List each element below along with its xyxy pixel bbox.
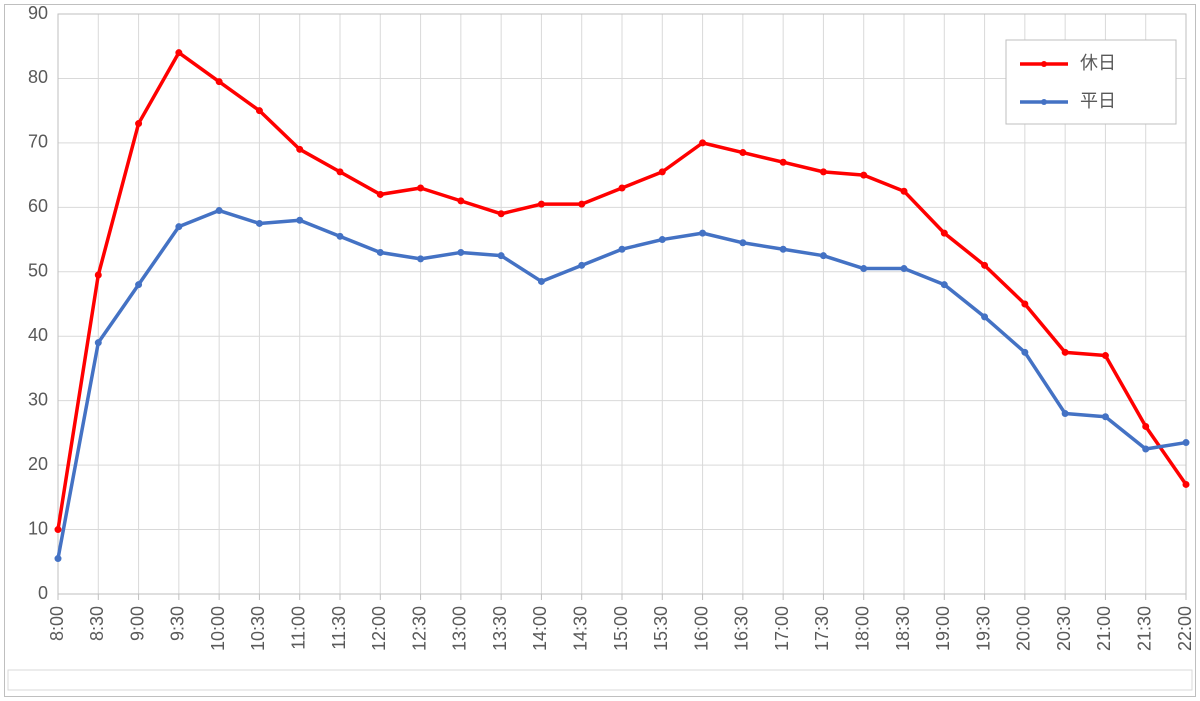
y-tick-label: 90 — [28, 3, 48, 23]
y-tick-label: 30 — [28, 389, 48, 409]
y-tick-label: 80 — [28, 67, 48, 87]
x-tick-label: 11:30 — [329, 606, 349, 650]
x-tick-label: 17:30 — [812, 606, 832, 651]
y-tick-label: 20 — [28, 454, 48, 474]
y-tick-label: 10 — [28, 518, 48, 538]
x-tick-label: 8:00 — [47, 606, 67, 641]
legend-label-holiday: 休日 — [1080, 53, 1116, 73]
x-tick-label: 12:00 — [369, 606, 389, 651]
chart-svg: 0 10 20 30 40 50 60 70 80 90 8:00 8:30 9:00 9:30 10:00… — [0, 0, 1200, 701]
y-tick-label: 70 — [28, 132, 48, 152]
x-tick-label: 19:30 — [973, 606, 993, 651]
x-tick-label: 9:30 — [168, 606, 188, 641]
line-chart: 0 10 20 30 40 50 60 70 80 90 8:00 8:30 9:00 9:30 10:00… — [0, 0, 1200, 701]
x-tick-label: 16:00 — [691, 606, 711, 651]
x-tick-label: 8:30 — [87, 606, 107, 641]
x-tick-label: 18:00 — [852, 606, 872, 651]
x-tick-label: 13:30 — [490, 606, 510, 651]
x-tick-label: 14:30 — [570, 606, 590, 651]
y-tick-label: 40 — [28, 325, 48, 345]
legend: 休日平日 — [1006, 40, 1176, 124]
x-tick-label: 21:30 — [1134, 606, 1154, 651]
x-tick-label: 9:00 — [127, 606, 147, 641]
x-tick-label: 17:00 — [772, 606, 792, 651]
x-tick-label: 10:00 — [208, 606, 228, 651]
x-tick-label: 14:00 — [530, 606, 550, 651]
y-tick-label: 60 — [28, 196, 48, 216]
y-tick-label: 0 — [38, 583, 48, 603]
x-tick-label: 13:00 — [450, 606, 470, 651]
x-tick-label: 22:00 — [1175, 606, 1195, 651]
x-tick-label: 16:30 — [732, 606, 752, 651]
x-tick-label: 10:30 — [248, 606, 268, 651]
y-tick-label: 50 — [28, 261, 48, 281]
x-tick-label: 20:30 — [1054, 606, 1074, 651]
x-tick-label: 15:30 — [651, 606, 671, 651]
legend-label-weekday: 平日 — [1080, 91, 1116, 111]
x-tick-label: 18:30 — [893, 606, 913, 651]
x-tick-label: 21:00 — [1094, 606, 1114, 651]
x-tick-label: 11:00 — [288, 606, 308, 650]
x-tick-label: 12:30 — [409, 606, 429, 651]
x-tick-label: 15:00 — [611, 606, 631, 651]
x-tick-label: 19:00 — [933, 606, 953, 651]
x-tick-label: 20:00 — [1014, 606, 1034, 651]
